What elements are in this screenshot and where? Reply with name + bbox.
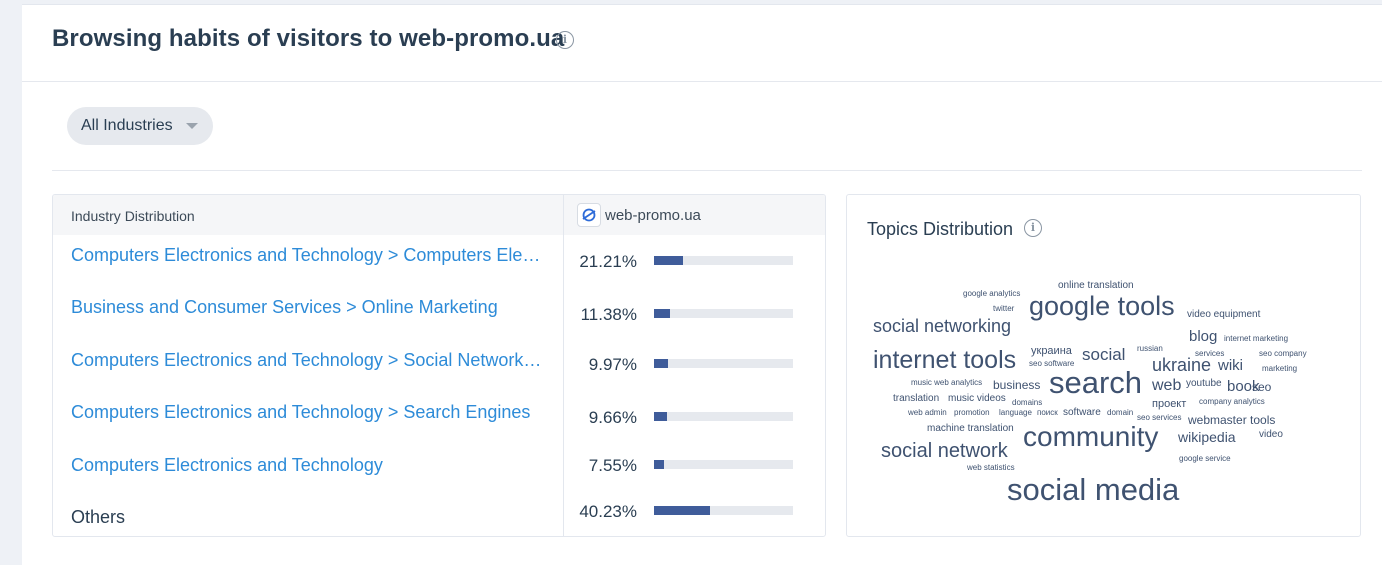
share-bar-fill bbox=[654, 412, 668, 421]
topic-word: music videos bbox=[948, 393, 1006, 404]
topic-word: domains bbox=[1012, 398, 1043, 407]
table-row: Business and Consumer Services > Online … bbox=[53, 287, 825, 339]
industry-link[interactable]: Computers Electronics and Technology bbox=[71, 455, 383, 475]
topic-word: web statistics bbox=[967, 463, 1015, 472]
topic-word: social network bbox=[881, 440, 1008, 462]
topic-word: поиск bbox=[1037, 408, 1058, 417]
topic-word: social bbox=[1082, 345, 1126, 364]
topic-word: russian bbox=[1137, 344, 1163, 353]
industry-filter-label: All Industries bbox=[81, 117, 173, 134]
column-header-industry: Industry Distribution bbox=[71, 208, 195, 224]
topic-word: web admin bbox=[908, 408, 947, 417]
share-percent: 11.38% bbox=[580, 305, 637, 324]
topic-word: translation bbox=[893, 393, 940, 404]
share-bar bbox=[654, 359, 793, 368]
topic-word: seo software bbox=[1029, 359, 1075, 368]
topic-word: wikipedia bbox=[1178, 429, 1236, 445]
topic-word: seo services bbox=[1137, 413, 1182, 422]
browsing-habits-card: Browsing habits of visitors to web-promo… bbox=[22, 4, 1382, 565]
topic-word: twitter bbox=[993, 304, 1015, 313]
share-bar-fill bbox=[654, 309, 670, 318]
topic-word: google tools bbox=[1029, 291, 1175, 321]
share-percent: 40.23% bbox=[579, 502, 637, 521]
topic-word: software bbox=[1063, 407, 1101, 418]
share-bar-fill bbox=[654, 460, 665, 469]
industry-distribution-table: Industry Distribution web-promo.ua Compu… bbox=[52, 194, 826, 537]
share-bar bbox=[654, 460, 793, 469]
topic-word: seo company bbox=[1259, 349, 1307, 358]
table-row: Computers Electronics and Technology > S… bbox=[53, 339, 825, 391]
topic-word: проект bbox=[1152, 398, 1187, 410]
card-header: Browsing habits of visitors to web-promo… bbox=[22, 5, 1382, 82]
industry-link[interactable]: Computers Electronics and Technology > S… bbox=[71, 350, 545, 370]
topic-word: webmaster tools bbox=[1188, 413, 1276, 427]
column-divider bbox=[563, 195, 564, 536]
topic-word: video equipment bbox=[1187, 309, 1261, 320]
share-percent: 9.66% bbox=[588, 408, 637, 427]
table-row: Computers Electronics and Technology > S… bbox=[53, 391, 825, 443]
share-percent: 9.97% bbox=[588, 355, 637, 374]
topic-word: language bbox=[999, 408, 1032, 417]
topic-word: marketing bbox=[1262, 364, 1298, 373]
table-row: Computers Electronics and Technology > C… bbox=[53, 235, 825, 287]
share-bar bbox=[654, 309, 793, 318]
topic-word: machine translation bbox=[927, 423, 1014, 434]
topic-word: google analytics bbox=[963, 289, 1021, 298]
table-row: Computers Electronics and Technology 7.5… bbox=[53, 443, 825, 495]
topic-word: domain bbox=[1107, 408, 1134, 417]
topic-word: business bbox=[993, 378, 1041, 392]
topics-distribution-panel: Topics Distribution i online translation… bbox=[846, 194, 1361, 537]
share-bar bbox=[654, 412, 793, 421]
topic-word: online translation bbox=[1058, 280, 1134, 291]
topic-word: book bbox=[1227, 378, 1260, 395]
topic-word: services bbox=[1195, 349, 1225, 358]
share-bar bbox=[654, 506, 793, 515]
topic-word: seo bbox=[1252, 380, 1272, 394]
topic-word: blog bbox=[1189, 328, 1218, 345]
topic-word: social media bbox=[1007, 472, 1180, 507]
topic-word: promotion bbox=[954, 408, 990, 417]
share-percent: 21.21% bbox=[579, 252, 637, 271]
page-title: Browsing habits of visitors to web-promo… bbox=[52, 25, 565, 52]
info-icon[interactable]: i bbox=[556, 31, 574, 49]
topic-word: search bbox=[1049, 365, 1143, 400]
share-bar-fill bbox=[654, 359, 668, 368]
industry-filter-dropdown[interactable]: All Industries bbox=[67, 107, 213, 145]
topic-word: company analytics bbox=[1199, 397, 1265, 406]
share-percent: 7.55% bbox=[588, 456, 637, 475]
share-bar bbox=[654, 256, 793, 265]
topic-word: music web analytics bbox=[911, 378, 983, 387]
industry-link[interactable]: Business and Consumer Services > Online … bbox=[71, 297, 498, 317]
topic-word: украина bbox=[1031, 345, 1072, 357]
topic-word: video bbox=[1259, 429, 1283, 440]
column-header-site: web-promo.ua bbox=[605, 207, 701, 224]
topic-word: web bbox=[1152, 377, 1182, 394]
industry-others-label: Others bbox=[71, 507, 126, 527]
topics-word-cloud: online translation google analytics twit… bbox=[847, 195, 1362, 538]
topic-word: community bbox=[1023, 421, 1159, 452]
site-favicon-icon bbox=[577, 203, 601, 227]
share-bar-fill bbox=[654, 256, 684, 265]
industry-link[interactable]: Computers Electronics and Technology > S… bbox=[71, 402, 531, 422]
topic-word: social networking bbox=[873, 316, 1012, 336]
industry-link[interactable]: Computers Electronics and Technology > C… bbox=[71, 245, 545, 265]
table-row: Others 40.23% bbox=[53, 495, 825, 536]
caret-down-icon bbox=[186, 123, 198, 129]
topic-word: internet tools bbox=[873, 346, 1017, 374]
table-header: Industry Distribution web-promo.ua bbox=[53, 195, 825, 235]
share-bar-fill bbox=[654, 506, 710, 515]
divider bbox=[52, 170, 1362, 171]
topic-word: youtube bbox=[1186, 378, 1222, 389]
topic-word: google service bbox=[1179, 454, 1231, 463]
topics-title: Topics Distribution bbox=[867, 219, 1014, 239]
info-icon[interactable]: i bbox=[1024, 219, 1042, 237]
topic-word: internet marketing bbox=[1224, 334, 1289, 343]
topic-word: wiki bbox=[1218, 357, 1243, 374]
topic-word: ukraine bbox=[1152, 355, 1212, 375]
